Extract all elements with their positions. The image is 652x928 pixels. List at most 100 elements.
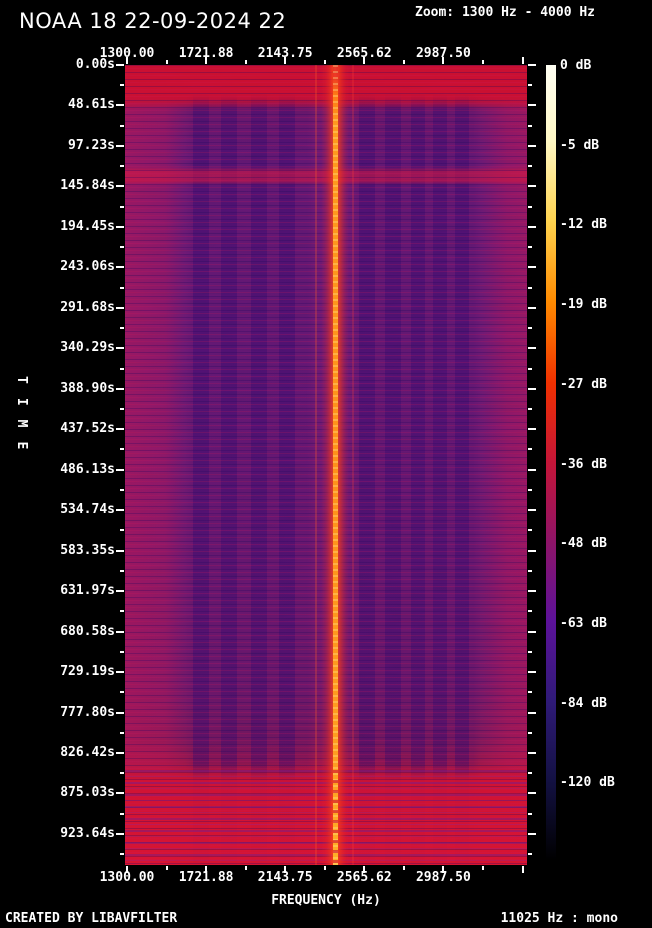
axis-tick [120,529,124,532]
intensity-colorbar [546,65,556,860]
axis-tick [528,488,532,491]
axis-tick [528,347,536,350]
axis-tick [528,711,536,714]
axis-tick [528,407,532,410]
axis-tick [126,866,128,873]
time-tick-label: 923.64s [60,825,115,841]
axis-tick [481,60,484,64]
axis-tick [120,246,124,249]
time-tick-label: 631.97s [60,583,115,599]
axis-tick [528,650,532,653]
axis-tick [528,509,536,512]
axis-tick [402,60,405,64]
axis-tick [528,832,536,835]
axis-tick [244,866,247,870]
axis-tick [116,306,124,309]
axis-tick [116,144,124,147]
time-axis-title: TIME [14,376,29,464]
axis-tick [116,347,124,350]
axis-tick [442,866,445,873]
axis-tick [528,64,536,66]
axis-tick [284,57,287,64]
db-tick-label: -5 dB [560,137,600,153]
time-tick-label: 145.84s [60,178,115,194]
axis-tick [116,266,124,269]
axis-tick [116,104,124,107]
axis-tick [116,468,124,471]
axis-tick [116,428,124,431]
axis-tick [528,751,536,754]
db-tick-label: -19 dB [560,297,607,313]
axis-tick [120,124,124,127]
axis-tick [528,630,536,633]
axis-tick [402,866,405,870]
db-tick-label: -12 dB [560,217,607,233]
freq-tick-label-top: 1300.00 [99,46,155,61]
db-tick-label: -36 dB [560,456,607,472]
sample-rate-text: 11025 Hz : mono [500,911,618,926]
axis-tick [528,853,532,856]
db-tick-label: -27 dB [560,376,607,392]
axis-tick [528,306,536,309]
freq-tick-label-top: 2565.62 [336,46,392,61]
db-tick-label: 0 dB [560,58,592,73]
axis-tick [528,367,532,370]
axis-tick [442,57,445,64]
time-tick-label: 340.29s [60,340,115,356]
axis-tick [116,630,124,633]
axis-tick [528,671,536,674]
time-tick-label: 583.35s [60,542,115,558]
axis-tick [120,84,124,87]
axis-tick [120,650,124,653]
axis-tick [528,731,532,734]
axis-tick [120,731,124,734]
axis-tick [116,671,124,674]
time-tick-label: 680.58s [60,623,115,639]
time-tick-label: 194.45s [60,218,115,234]
axis-tick [528,144,536,147]
axis-tick [120,327,124,330]
axis-tick [528,205,532,208]
axis-tick [244,60,247,64]
axis-tick [116,185,124,188]
axis-tick [528,225,536,228]
axis-tick [528,812,532,815]
axis-tick [521,866,524,873]
axis-tick [528,549,536,552]
time-tick-label: 486.13s [60,461,115,477]
time-tick-label: 875.03s [60,785,115,801]
axis-tick [528,286,532,289]
axis-tick [323,866,326,870]
axis-tick [205,57,208,64]
axis-tick [116,711,124,714]
axis-tick [284,866,287,873]
freq-tick-label-bottom: 1300.00 [99,870,155,885]
axis-tick [528,772,532,775]
axis-tick [528,610,532,613]
time-tick-label: 97.23s [68,137,115,153]
axis-tick [528,104,536,107]
axis-tick [363,57,366,64]
time-tick-label: 437.52s [60,421,115,437]
axis-tick [116,751,124,754]
axis-tick [116,832,124,835]
time-tick-label: 729.19s [60,664,115,680]
axis-tick [521,57,524,64]
db-tick-label: -84 dB [560,695,607,711]
axis-tick [116,225,124,228]
freq-tick-label-top: 1721.88 [178,46,234,61]
db-tick-label: -120 dB [560,775,615,791]
db-tick-label: -48 dB [560,536,607,552]
axis-tick [528,529,532,532]
time-tick-label: 534.74s [60,502,115,518]
axis-tick [116,590,124,593]
axis-tick [528,246,532,249]
axis-tick [120,367,124,370]
axis-tick [528,124,532,127]
axis-tick [205,866,208,873]
axis-tick [120,812,124,815]
zoom-range-label: Zoom: 1300 Hz - 4000 Hz [415,5,596,20]
axis-tick [528,266,536,269]
axis-tick [528,569,532,572]
